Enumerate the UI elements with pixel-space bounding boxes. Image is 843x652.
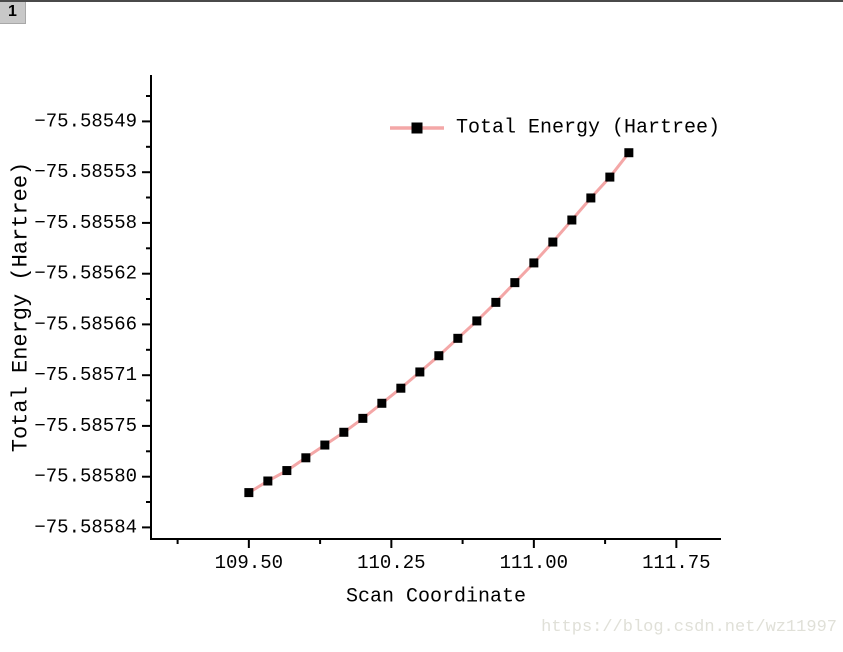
- data-point: [339, 427, 349, 437]
- y-tick-label: −75.58562: [34, 263, 137, 285]
- y-tick-label: −75.58566: [34, 313, 137, 335]
- data-point: [263, 476, 273, 486]
- x-tick-label: 109.50: [215, 552, 283, 574]
- data-point: [567, 215, 577, 225]
- data-point: [377, 398, 387, 408]
- data-point: [453, 333, 463, 343]
- x-tick-label: 110.25: [357, 552, 425, 574]
- window-top-border: [0, 0, 843, 2]
- legend-label: Total Energy (Hartree): [456, 117, 720, 140]
- x-tick-label: 111.00: [500, 552, 568, 574]
- data-point: [491, 297, 501, 307]
- data-point: [301, 453, 311, 463]
- data-point: [434, 351, 444, 361]
- series-line: [248, 151, 631, 494]
- y-tick-label: −75.58558: [34, 212, 137, 234]
- data-point: [396, 383, 406, 393]
- y-tick-label: −75.58553: [34, 161, 137, 183]
- data-point: [244, 488, 254, 498]
- data-point: [605, 172, 615, 182]
- data-point: [472, 316, 482, 326]
- legend-marker: [411, 122, 423, 134]
- watermark-url: https://blog.csdn.net/wz11997: [541, 618, 837, 637]
- data-point: [586, 193, 596, 203]
- data-point: [510, 278, 520, 288]
- y-tick-label: −75.58584: [34, 516, 137, 538]
- data-point: [358, 413, 368, 423]
- data-point: [320, 440, 330, 450]
- data-point: [548, 237, 558, 247]
- x-tick-label: 111.75: [642, 552, 710, 574]
- y-axis-title: Total Energy (Hartree): [9, 162, 34, 452]
- data-point: [529, 258, 539, 268]
- y-tick-label: −75.58549: [34, 110, 137, 132]
- y-tick-label: −75.58575: [34, 415, 137, 437]
- x-axis-title: Scan Coordinate: [346, 586, 526, 609]
- y-tick-label: −75.58580: [34, 466, 137, 488]
- data-point: [282, 466, 292, 476]
- data-point: [624, 148, 634, 158]
- page-number-tab[interactable]: 1: [0, 0, 26, 24]
- y-tick-label: −75.58571: [34, 364, 137, 386]
- data-point: [415, 367, 425, 377]
